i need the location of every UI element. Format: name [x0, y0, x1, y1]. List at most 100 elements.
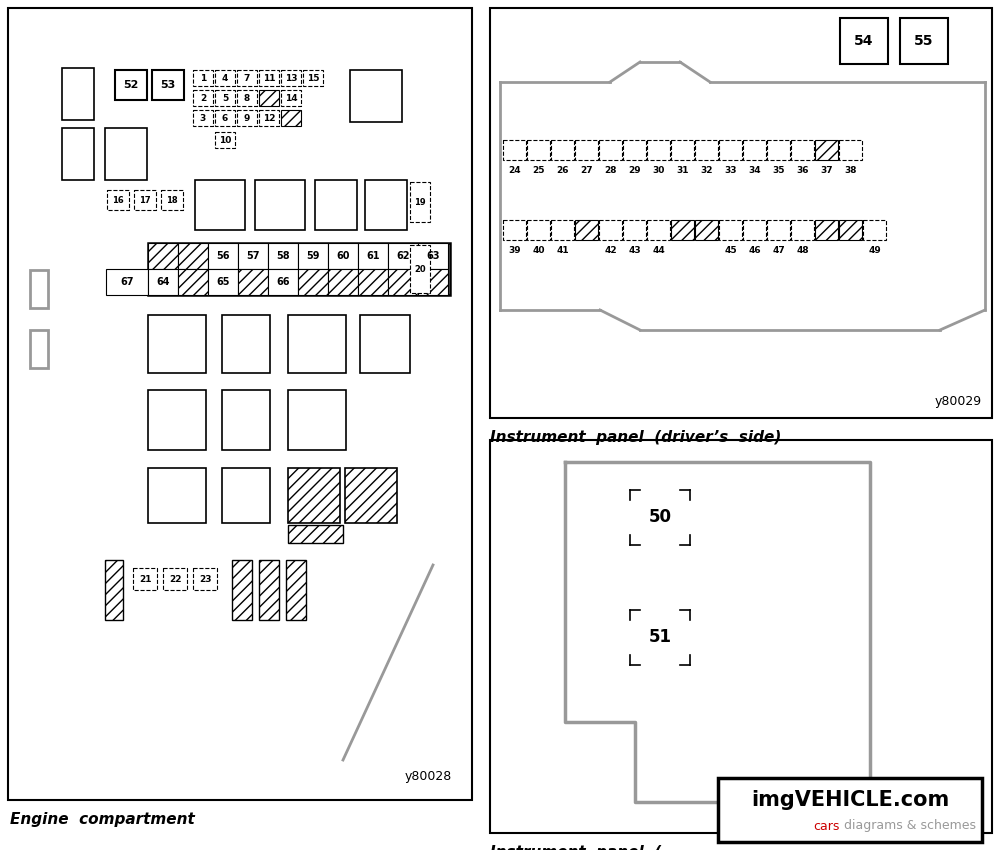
Text: Instrument  panel  (: Instrument panel ( — [490, 845, 661, 850]
Bar — [148, 243, 450, 295]
Text: 13: 13 — [285, 73, 297, 82]
Bar — [551, 220, 574, 240]
Text: 58: 58 — [276, 251, 290, 261]
Text: 11: 11 — [263, 73, 275, 82]
Bar — [215, 110, 235, 126]
Bar — [791, 220, 814, 240]
Text: 26: 26 — [556, 166, 569, 175]
Bar — [719, 140, 742, 160]
Bar — [839, 140, 862, 160]
Bar — [599, 220, 622, 240]
Text: 41: 41 — [556, 246, 569, 255]
Text: 55: 55 — [914, 34, 934, 48]
Polygon shape — [343, 585, 450, 777]
Bar — [815, 140, 838, 160]
Text: 51: 51 — [648, 628, 672, 647]
Text: Engine  compartment: Engine compartment — [10, 812, 195, 827]
Text: 35: 35 — [772, 166, 785, 175]
Bar — [222, 315, 270, 373]
Bar — [863, 220, 886, 240]
Text: 24: 24 — [508, 166, 521, 175]
Text: 46: 46 — [748, 246, 761, 255]
Bar — [215, 90, 235, 106]
Text: 53: 53 — [160, 80, 176, 90]
Bar — [623, 220, 646, 240]
Bar — [255, 180, 305, 230]
Text: 48: 48 — [796, 246, 809, 255]
Text: Instrument  panel  (driver’s  side): Instrument panel (driver’s side) — [490, 430, 781, 445]
Bar — [193, 568, 217, 590]
Bar — [575, 140, 598, 160]
Text: 10: 10 — [219, 135, 231, 144]
Bar — [105, 128, 147, 180]
Text: 37: 37 — [820, 166, 833, 175]
Text: cars: cars — [814, 819, 840, 832]
Bar — [8, 8, 472, 800]
Bar — [791, 140, 814, 160]
Bar — [115, 70, 147, 100]
Bar — [259, 110, 279, 126]
Bar — [490, 8, 992, 418]
Bar — [281, 110, 301, 126]
Bar — [178, 243, 208, 269]
Text: 7: 7 — [244, 73, 250, 82]
Text: 61: 61 — [366, 251, 380, 261]
Bar — [107, 190, 129, 210]
Bar — [259, 90, 279, 106]
Bar — [503, 220, 526, 240]
Bar — [358, 243, 388, 269]
Bar — [237, 70, 257, 86]
Bar — [298, 269, 328, 295]
Bar — [345, 468, 397, 523]
Text: 2: 2 — [200, 94, 206, 103]
Text: 21: 21 — [139, 575, 151, 583]
Text: 18: 18 — [166, 196, 178, 205]
Text: 49: 49 — [868, 246, 881, 255]
Text: 23: 23 — [199, 575, 211, 583]
Bar — [551, 140, 574, 160]
Text: 62: 62 — [396, 251, 410, 261]
Text: 45: 45 — [724, 246, 737, 255]
Text: 6: 6 — [222, 114, 228, 122]
Text: 38: 38 — [844, 166, 857, 175]
Bar — [232, 560, 252, 620]
Text: 39: 39 — [508, 246, 521, 255]
Bar — [328, 243, 358, 269]
Text: 40: 40 — [532, 246, 545, 255]
Text: 64: 64 — [156, 277, 170, 287]
Bar — [259, 70, 279, 86]
Bar — [599, 140, 622, 160]
Bar — [575, 220, 598, 240]
Text: 31: 31 — [676, 166, 689, 175]
Text: 52: 52 — [123, 80, 139, 90]
Bar — [105, 560, 123, 620]
Bar — [148, 315, 206, 373]
Bar — [900, 18, 948, 64]
Text: 54: 54 — [854, 34, 874, 48]
Bar — [695, 140, 718, 160]
Text: 57: 57 — [246, 251, 260, 261]
Bar — [148, 269, 178, 295]
Bar — [62, 128, 94, 180]
Bar — [298, 243, 328, 269]
Bar — [30, 330, 48, 368]
Text: 8: 8 — [244, 94, 250, 103]
Text: 4: 4 — [222, 73, 228, 82]
Bar — [208, 243, 238, 269]
Bar — [490, 440, 992, 833]
Bar — [388, 269, 418, 295]
FancyBboxPatch shape — [39, 46, 447, 774]
Text: 9: 9 — [244, 114, 250, 122]
Bar — [106, 269, 148, 295]
Bar — [238, 269, 268, 295]
Bar — [527, 140, 550, 160]
Text: 50: 50 — [648, 508, 672, 526]
Bar — [152, 70, 184, 100]
Text: 44: 44 — [652, 246, 665, 255]
Bar — [238, 243, 268, 269]
Bar — [208, 269, 238, 295]
Text: y80028: y80028 — [405, 770, 452, 783]
Text: 34: 34 — [748, 166, 761, 175]
Text: 14: 14 — [285, 94, 297, 103]
Bar — [840, 18, 888, 64]
